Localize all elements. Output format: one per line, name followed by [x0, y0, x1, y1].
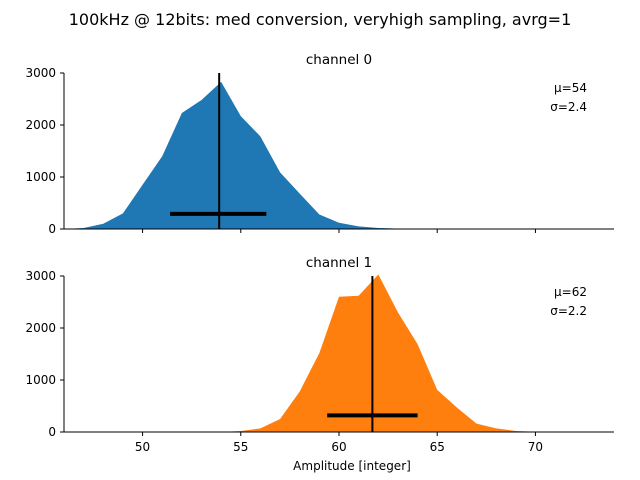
x-tick-label: 65	[430, 440, 445, 454]
y-tick-label: 1000	[25, 373, 56, 387]
panel-channel-0: channel 0 μ=54 σ=2.4 0 1000 2000 3000	[25, 52, 614, 236]
x-axis-label: Amplitude [integer]	[293, 459, 411, 473]
x-tick-label: 60	[331, 440, 346, 454]
y-tick-label: 1000	[25, 170, 56, 184]
y-tick-label: 3000	[25, 269, 56, 283]
panel-title: channel 1	[306, 255, 372, 271]
y-tick-label: 2000	[25, 118, 56, 132]
histogram-area	[64, 81, 614, 229]
y-tick-label: 2000	[25, 321, 56, 335]
x-tick-label: 50	[135, 440, 150, 454]
mu-annotation: μ=54	[554, 81, 587, 95]
histogram-area	[64, 274, 614, 432]
x-tick-label: 55	[233, 440, 248, 454]
panel-channel-1: channel 1 μ=62 σ=2.2 0 1000 2000 3000 50 55 60…	[25, 255, 614, 454]
y-tick-label: 0	[48, 425, 56, 439]
mu-annotation: μ=62	[554, 285, 587, 299]
x-tick-label: 70	[528, 440, 543, 454]
panel-title: channel 0	[306, 52, 372, 68]
sigma-annotation: σ=2.4	[550, 100, 587, 114]
figure-suptitle: 100kHz @ 12bits: med conversion, veryhig…	[69, 10, 572, 29]
y-tick-label: 0	[48, 222, 56, 236]
sigma-annotation: σ=2.2	[550, 304, 587, 318]
y-tick-label: 3000	[25, 66, 56, 80]
